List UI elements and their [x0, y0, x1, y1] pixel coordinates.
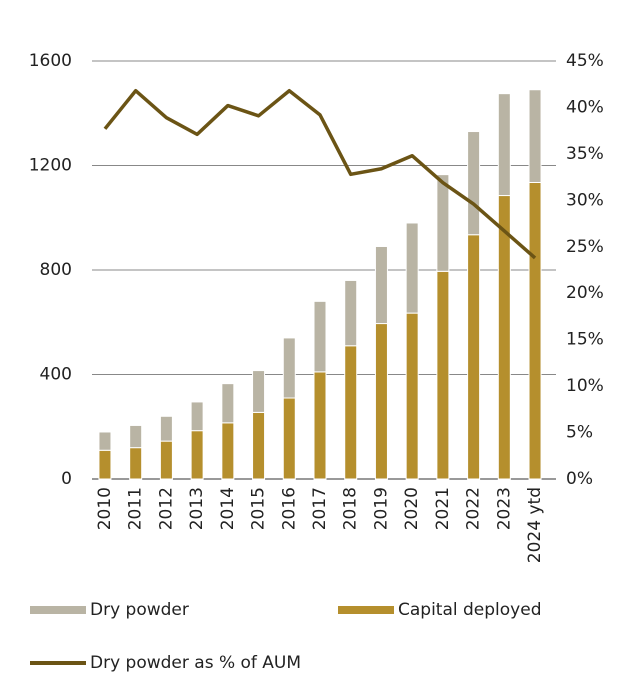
- y-tick-label: 400: [40, 365, 72, 385]
- bar: [497, 195, 511, 480]
- bar: [98, 449, 112, 480]
- bar: [159, 440, 173, 480]
- bar: [98, 431, 112, 451]
- bar: [159, 415, 173, 442]
- y-tick-label: 1200: [29, 156, 72, 176]
- x-tick-label: 2023: [494, 487, 514, 530]
- x-tick-label: 2024 ytd: [525, 487, 545, 563]
- bar: [528, 181, 542, 480]
- bar: [190, 401, 204, 432]
- y2-tick-label: 0%: [566, 469, 593, 489]
- bar: [467, 234, 481, 480]
- legend-label: Capital deployed: [398, 600, 542, 620]
- x-tick-label: 2015: [249, 487, 269, 530]
- line: [103, 88, 537, 260]
- legend-swatch: [338, 606, 394, 614]
- x-tick-label: 2021: [433, 487, 453, 530]
- bar: [436, 174, 450, 272]
- bar: [405, 312, 419, 480]
- y2-tick-label: 45%: [566, 51, 604, 71]
- x-tick-label: 2014: [218, 487, 238, 530]
- x-tick-label: 2012: [156, 487, 176, 530]
- y-tick-label: 1600: [29, 51, 72, 71]
- x-tick-label: 2020: [402, 487, 422, 530]
- bar: [129, 424, 143, 449]
- x-tick-label: 2010: [95, 487, 115, 530]
- y2-tick-label: 10%: [566, 376, 604, 396]
- y2-tick-label: 5%: [566, 423, 593, 443]
- y2-tick-label: 30%: [566, 190, 604, 210]
- x-tick-label: 2018: [341, 487, 361, 530]
- y2-tick-label: 20%: [566, 283, 604, 303]
- bar: [374, 323, 388, 480]
- x-tick-label: 2019: [371, 487, 391, 530]
- x-tick-label: 2017: [310, 487, 330, 530]
- y-tick-label: 800: [40, 260, 72, 280]
- bar: [221, 383, 235, 424]
- bar: [252, 411, 266, 480]
- y2-tick-label: 40%: [566, 97, 604, 117]
- legend-label: Dry powder: [90, 600, 189, 620]
- bar: [344, 345, 358, 480]
- bar: [374, 245, 388, 325]
- bar: [252, 370, 266, 413]
- y-tick-label: 0: [61, 469, 72, 489]
- x-tick-label: 2022: [464, 487, 484, 530]
- bar: [467, 131, 481, 236]
- bar: [528, 89, 542, 183]
- bar: [313, 371, 327, 480]
- x-tick-label: 2013: [187, 487, 207, 530]
- y2-tick-label: 35%: [566, 144, 604, 164]
- bar: [344, 279, 358, 347]
- bar: [282, 337, 296, 399]
- x-tick-label: 2011: [126, 487, 146, 530]
- bar: [221, 422, 235, 480]
- bar: [282, 397, 296, 480]
- y2-tick-label: 25%: [566, 237, 604, 257]
- bar: [436, 270, 450, 480]
- bar: [129, 447, 143, 480]
- y2-tick-label: 15%: [566, 330, 604, 350]
- bar: [497, 93, 511, 197]
- bar: [405, 222, 419, 314]
- legend-swatch: [30, 606, 86, 614]
- x-tick-label: 2016: [279, 487, 299, 530]
- bar: [313, 300, 327, 373]
- legend-label: Dry powder as % of AUM: [90, 653, 301, 673]
- bar: [190, 430, 204, 480]
